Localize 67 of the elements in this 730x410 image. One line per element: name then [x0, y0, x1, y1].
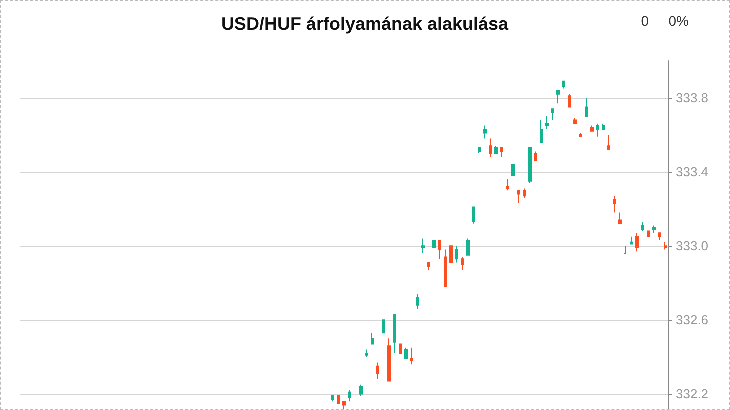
candlestick: [511, 164, 515, 176]
candlestick: [568, 94, 571, 108]
y-tick-label: 333.8: [676, 90, 709, 106]
candlestick: [365, 349, 368, 358]
candlestick: [494, 146, 498, 154]
candlestick: [342, 401, 346, 409]
candlestick: [551, 108, 554, 121]
candlestick: [545, 116, 549, 130]
candlestick: [393, 314, 396, 354]
candlestick: [466, 238, 470, 256]
candlestick: [573, 118, 577, 124]
candlestick: [404, 347, 408, 360]
candlestick: [455, 246, 458, 264]
candlestick: [517, 190, 520, 204]
candlestick: [416, 294, 419, 310]
candlestick: [438, 240, 441, 260]
candlestick: [540, 120, 543, 143]
candlestick: [607, 134, 610, 150]
candlestick: [624, 246, 627, 254]
candlestick: [590, 125, 594, 132]
candlestick: [371, 332, 374, 345]
candlestick: [613, 196, 616, 214]
candlestick: [556, 90, 560, 104]
candlestick: [483, 125, 487, 140]
candlestick: [337, 396, 340, 404]
candlestick: [461, 256, 464, 271]
candlestick: [348, 390, 351, 402]
candlestick: [585, 98, 588, 118]
candlestick: [658, 232, 661, 242]
candlestick: [376, 362, 379, 380]
candlestick: [444, 249, 447, 288]
candlestick: [432, 240, 436, 248]
y-tick-label: 332.2: [676, 386, 709, 402]
candlestick: [500, 148, 503, 158]
candlestick: [630, 236, 633, 245]
candlestick: [579, 132, 582, 138]
candlestick: [664, 242, 667, 250]
candlestick: [652, 225, 656, 234]
chart-title: USD/HUF árfolyamának alakulása: [221, 14, 510, 34]
candlestick: [478, 148, 481, 154]
candlestick: [489, 138, 492, 158]
candlestick: [602, 123, 605, 130]
candlestick: [421, 238, 425, 254]
candlestick: [359, 384, 363, 397]
candlestick: [641, 222, 644, 232]
candlestick: [562, 80, 565, 90]
candlestick: [596, 123, 599, 138]
candlestick: [427, 262, 430, 271]
candlestick: [618, 212, 622, 224]
candlestick: [331, 396, 334, 402]
candlestick: [449, 246, 453, 264]
candlestick: [506, 178, 509, 192]
text: 0%: [668, 13, 689, 29]
candlestick: [387, 338, 391, 382]
candlestick: [523, 188, 526, 198]
y-tick-label: 333.0: [676, 238, 709, 254]
candlestick: [534, 151, 537, 162]
candlestick: [528, 148, 532, 184]
candlestick: [472, 206, 475, 224]
candlestick: [382, 320, 385, 334]
candlestick: [410, 347, 413, 366]
candlestick: [399, 344, 402, 354]
candlestick: [647, 230, 650, 238]
text: 0: [641, 13, 650, 29]
y-tick-label: 333.4: [676, 164, 709, 180]
candlestick: [635, 232, 639, 252]
y-tick-label: 332.6: [676, 312, 709, 328]
